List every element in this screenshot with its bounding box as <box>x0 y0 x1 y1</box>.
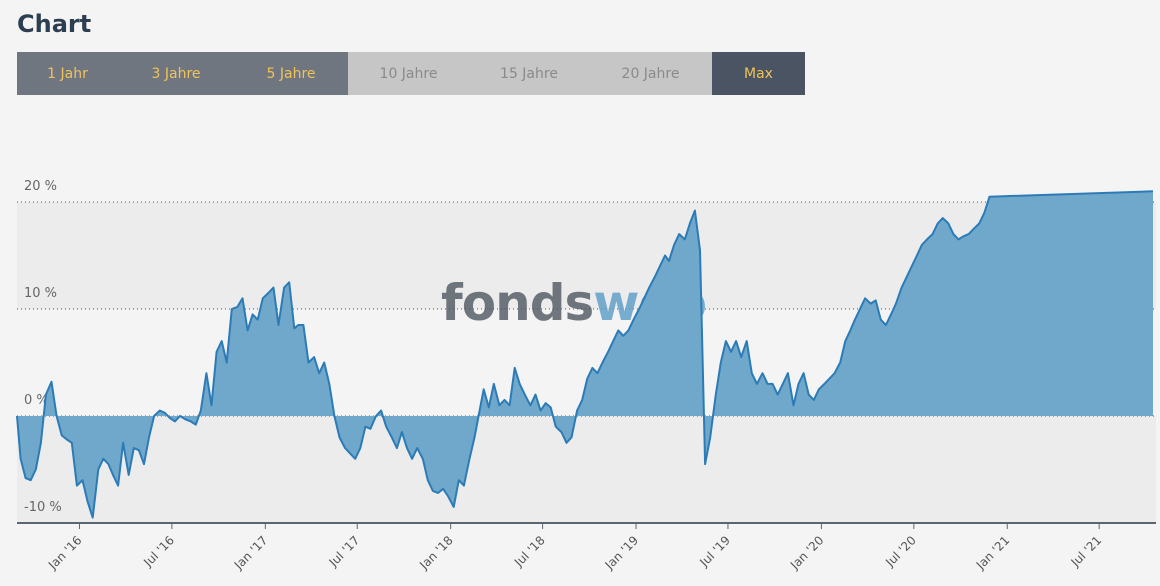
band-neg10-0 <box>17 416 1156 523</box>
tab-max[interactable]: Max <box>712 52 805 95</box>
x-tick-label: Jan '20 <box>787 533 827 573</box>
tab-1-jahr[interactable]: 1 Jahr <box>17 52 118 95</box>
x-tick-label: Jan '17 <box>231 533 271 573</box>
tab-3-jahre[interactable]: 3 Jahre <box>118 52 234 95</box>
x-tick-label: Jan '21 <box>973 533 1013 573</box>
tab-5-jahre[interactable]: 5 Jahre <box>234 52 348 95</box>
y-tick-label: -10 % <box>24 500 62 515</box>
x-tick-label: Jul '16 <box>140 533 177 570</box>
x-tick-label: Jul '18 <box>511 533 548 570</box>
area-fill <box>17 191 1153 518</box>
x-tick-label: Jul '19 <box>696 533 733 570</box>
series-line <box>16 190 1154 519</box>
x-tick-label: Jul '17 <box>326 533 363 570</box>
x-tick-label: Jul '21 <box>1068 533 1105 570</box>
y-tick-label: 20 % <box>24 179 57 194</box>
x-tick-label: Jan '16 <box>45 533 85 573</box>
tab-15-jahre: 15 Jahre <box>469 52 589 95</box>
x-tick-label: Jan '19 <box>602 533 642 573</box>
x-tick-label: Jan '18 <box>416 533 456 573</box>
time-range-tabs: 1 Jahr 3 Jahre 5 Jahre 10 Jahre 15 Jahre… <box>17 52 805 95</box>
x-tick-label: Jul '20 <box>882 533 919 570</box>
y-tick-label: 0 % <box>24 393 49 408</box>
page-title: Chart <box>17 10 92 38</box>
tab-20-jahre: 20 Jahre <box>589 52 712 95</box>
tab-10-jahre: 10 Jahre <box>348 52 469 95</box>
y-tick-label: 10 % <box>24 286 57 301</box>
